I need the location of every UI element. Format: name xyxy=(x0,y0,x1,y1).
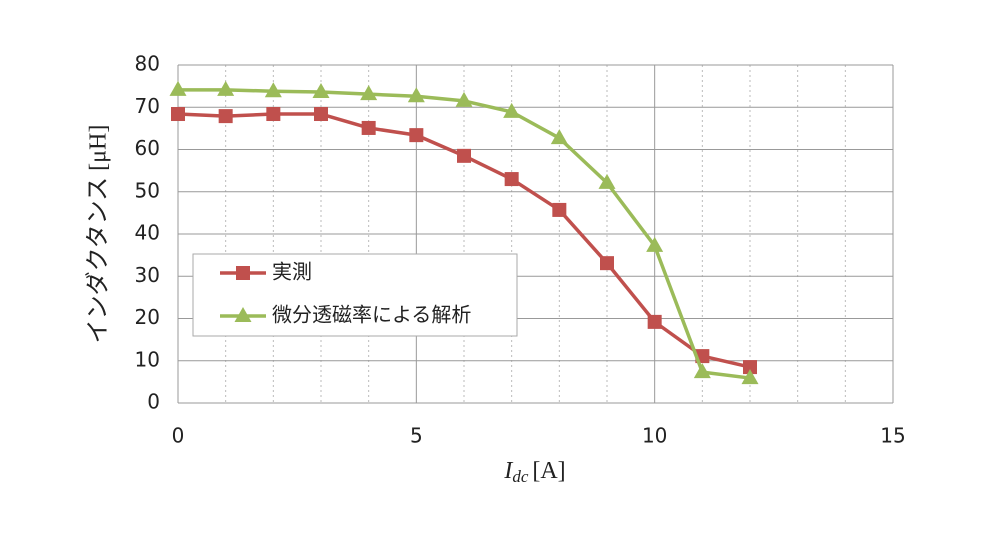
marker xyxy=(266,107,281,122)
x-tick-label: 0 xyxy=(172,424,185,448)
marker xyxy=(314,107,328,122)
y-tick-label: 50 xyxy=(135,178,160,202)
marker xyxy=(503,102,521,118)
x-label-symbol: I xyxy=(503,458,513,484)
marker xyxy=(217,80,235,96)
marker xyxy=(550,129,568,145)
marker xyxy=(457,148,471,163)
y-tick-label: 10 xyxy=(135,347,160,371)
marker xyxy=(361,120,376,135)
marker xyxy=(407,87,425,103)
marker xyxy=(264,82,282,98)
marker xyxy=(409,128,424,143)
y-tick-label: 80 xyxy=(135,52,160,76)
marker xyxy=(312,83,330,99)
marker xyxy=(741,369,759,385)
y-tick-label: 0 xyxy=(147,390,160,414)
marker xyxy=(646,236,664,252)
y-tick-label: 30 xyxy=(135,263,160,287)
marker xyxy=(647,314,662,329)
x-tick-label: 5 xyxy=(410,424,423,448)
y-tick-label: 70 xyxy=(135,94,160,118)
marker xyxy=(600,256,614,271)
y-tick-label: 40 xyxy=(135,221,160,245)
marker xyxy=(743,360,757,375)
legend-label: 実測 xyxy=(272,260,312,284)
marker xyxy=(504,172,519,187)
x-label-unit: [A] xyxy=(532,458,565,484)
legend-label: 微分透磁率による解析 xyxy=(272,303,471,327)
marker xyxy=(236,266,250,280)
marker xyxy=(455,91,473,107)
y-tick-label: 20 xyxy=(135,305,160,329)
x-tick-label: 15 xyxy=(880,424,905,448)
marker xyxy=(234,307,252,322)
y-tick-label: 60 xyxy=(135,136,160,160)
x-axis-label: Idc [A] xyxy=(503,458,565,486)
marker xyxy=(169,80,187,96)
marker xyxy=(218,109,233,124)
marker xyxy=(598,173,616,189)
x-tick-label: 10 xyxy=(642,424,667,448)
y-axis-label: インダクタンス [μH] xyxy=(85,125,112,344)
marker xyxy=(360,85,378,101)
marker xyxy=(171,107,185,122)
marker xyxy=(693,363,711,379)
x-label-subscript: dc xyxy=(512,467,529,486)
marker xyxy=(552,202,567,217)
